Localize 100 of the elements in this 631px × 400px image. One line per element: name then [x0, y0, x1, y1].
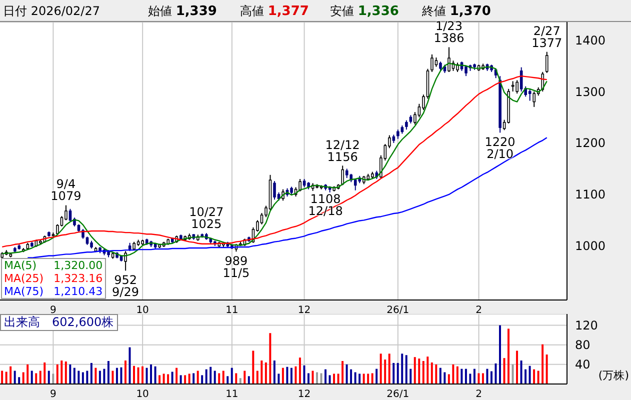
bar — [201, 375, 204, 384]
bar — [516, 350, 518, 384]
bar — [158, 375, 161, 384]
candlestick — [448, 46, 450, 72]
annotation: 1/23 1386 — [432, 19, 466, 46]
annotation: 952 9/29 — [112, 272, 139, 299]
bar — [490, 371, 492, 384]
bar — [273, 360, 276, 384]
bar — [478, 373, 480, 384]
bar — [56, 364, 58, 384]
bar — [337, 374, 340, 384]
bar — [316, 372, 318, 384]
bar — [542, 344, 544, 384]
bar — [150, 364, 152, 384]
bar — [132, 366, 135, 384]
bar — [494, 363, 497, 384]
bar — [1, 370, 4, 384]
candlestick — [516, 80, 518, 94]
bar — [176, 368, 178, 384]
bar — [286, 366, 288, 384]
bar — [60, 360, 63, 384]
candlestick — [68, 208, 72, 222]
chart-title: 出来高 602,600株 — [0, 314, 118, 331]
x-tick-label: 26/1 — [386, 389, 410, 400]
bar — [388, 354, 390, 384]
bar — [546, 354, 548, 384]
bar — [167, 374, 170, 384]
bar — [98, 370, 101, 384]
bar — [256, 370, 258, 384]
bar — [86, 370, 88, 384]
text: 高値 1,377 — [240, 3, 309, 20]
x-tick-label: 2 — [476, 389, 482, 400]
bar — [320, 373, 322, 384]
candlestick — [298, 178, 302, 192]
annotation: 1220 2/10 — [484, 134, 516, 161]
bar — [537, 370, 540, 384]
bar — [260, 360, 263, 384]
bar — [210, 366, 212, 384]
bar — [430, 362, 433, 384]
bar — [252, 350, 254, 384]
bar — [444, 372, 446, 384]
annotation: 1,320.00 — [54, 259, 103, 272]
bar — [486, 368, 488, 384]
x-tick-label: 26/1 — [386, 305, 410, 316]
bar — [498, 325, 501, 384]
bar — [128, 347, 131, 384]
bar — [146, 368, 148, 384]
bar — [452, 364, 454, 384]
bar — [426, 356, 429, 384]
bar — [184, 375, 186, 384]
annotation: 1,323.16 — [54, 272, 103, 285]
bar — [22, 372, 24, 384]
bar — [180, 375, 182, 384]
bar — [473, 368, 476, 384]
bar — [103, 368, 106, 384]
text: 日付 2026/02/27 — [3, 3, 100, 20]
bar — [410, 368, 412, 384]
bar — [44, 362, 46, 384]
bar — [269, 333, 272, 384]
x-tick-label: 2 — [476, 305, 482, 316]
bar — [230, 368, 233, 384]
bar — [367, 374, 370, 384]
bar — [48, 370, 50, 384]
bar — [396, 362, 399, 384]
bar — [282, 368, 284, 384]
bar — [264, 362, 267, 384]
bar — [112, 370, 114, 384]
bar — [94, 368, 97, 384]
bar — [312, 370, 314, 384]
x-tick-label: 12 — [298, 305, 311, 316]
bar — [418, 358, 420, 384]
candlestick — [545, 51, 548, 74]
bar — [82, 372, 84, 384]
annotation: 989 11/5 — [222, 254, 251, 280]
bar — [294, 366, 297, 384]
annotation: 1,210.43 — [54, 285, 103, 298]
bar — [107, 360, 110, 384]
bar — [303, 365, 306, 384]
bar — [171, 372, 174, 384]
bar — [422, 360, 424, 384]
bar — [401, 354, 404, 384]
bar — [469, 374, 472, 384]
y-tick-label: 120 — [575, 318, 598, 333]
bar — [448, 374, 450, 384]
bar — [214, 370, 216, 384]
x-tick-label: 11 — [226, 305, 238, 316]
text: MA(75) — [4, 285, 44, 298]
y-tick-label: 1400 — [575, 33, 606, 48]
annotation: 2/27 1377 — [530, 24, 564, 50]
bar — [298, 358, 301, 384]
bar — [380, 354, 382, 384]
bar — [226, 376, 229, 384]
text: MA(25) — [4, 272, 44, 285]
y-tick-label: 1200 — [575, 136, 606, 150]
annotation: 12/12 1156 — [324, 138, 361, 164]
bar — [384, 360, 386, 384]
bar — [520, 360, 522, 384]
bar — [120, 367, 122, 384]
bar — [222, 370, 224, 384]
bar — [464, 368, 467, 384]
